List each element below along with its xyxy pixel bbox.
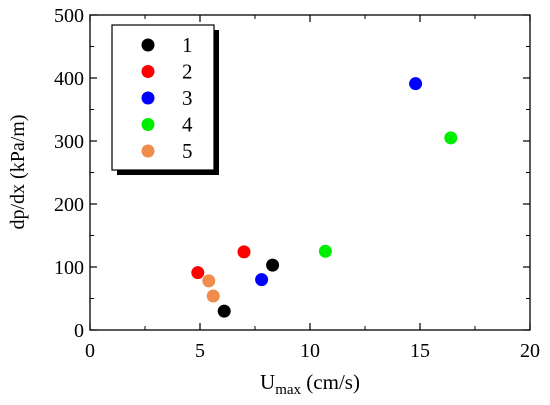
legend-marker-5 — [141, 144, 155, 158]
data-point-series-5 — [206, 289, 220, 303]
y-tick-label: 500 — [54, 5, 84, 27]
legend-marker-1 — [141, 38, 155, 52]
x-tick-label: 5 — [195, 340, 205, 362]
y-tick-label: 100 — [54, 257, 84, 279]
data-point-series-2 — [191, 266, 205, 280]
x-tick-label: 15 — [410, 340, 430, 362]
x-tick-label: 0 — [85, 340, 95, 362]
y-tick-label: 200 — [54, 194, 84, 216]
y-tick-label: 300 — [54, 131, 84, 153]
data-point-series-1 — [217, 304, 231, 318]
data-points — [191, 77, 458, 318]
y-tick-label: 0 — [74, 320, 84, 342]
data-point-series-4 — [318, 244, 332, 258]
legend-label-2: 2 — [182, 60, 193, 84]
legend-marker-4 — [141, 118, 155, 131]
data-point-series-4 — [444, 131, 458, 145]
legend-label-1: 1 — [182, 33, 193, 57]
legend-label-3: 3 — [182, 86, 193, 110]
data-point-series-3 — [409, 77, 423, 91]
data-point-series-1 — [266, 258, 280, 272]
legend-marker-3 — [141, 91, 155, 105]
legend-label-5: 5 — [182, 139, 193, 163]
legend-entries: 1 23 45 — [141, 33, 193, 163]
x-tick-label: 10 — [300, 340, 320, 362]
y-tick-label: 400 — [54, 68, 84, 90]
data-point-series-5 — [202, 274, 216, 288]
x-tick-label: 20 — [520, 340, 540, 362]
legend: 1 23 45 — [111, 24, 219, 175]
data-point-series-3 — [255, 273, 269, 287]
data-point-series-2 — [237, 245, 251, 259]
legend-box — [111, 24, 215, 171]
x-axis-label: Umax (cm/s) — [260, 370, 360, 398]
legend-marker-2 — [141, 65, 155, 78]
y-axis-label: dp/dx (kPa/m) — [7, 115, 29, 230]
legend-label-4: 4 — [182, 113, 193, 137]
